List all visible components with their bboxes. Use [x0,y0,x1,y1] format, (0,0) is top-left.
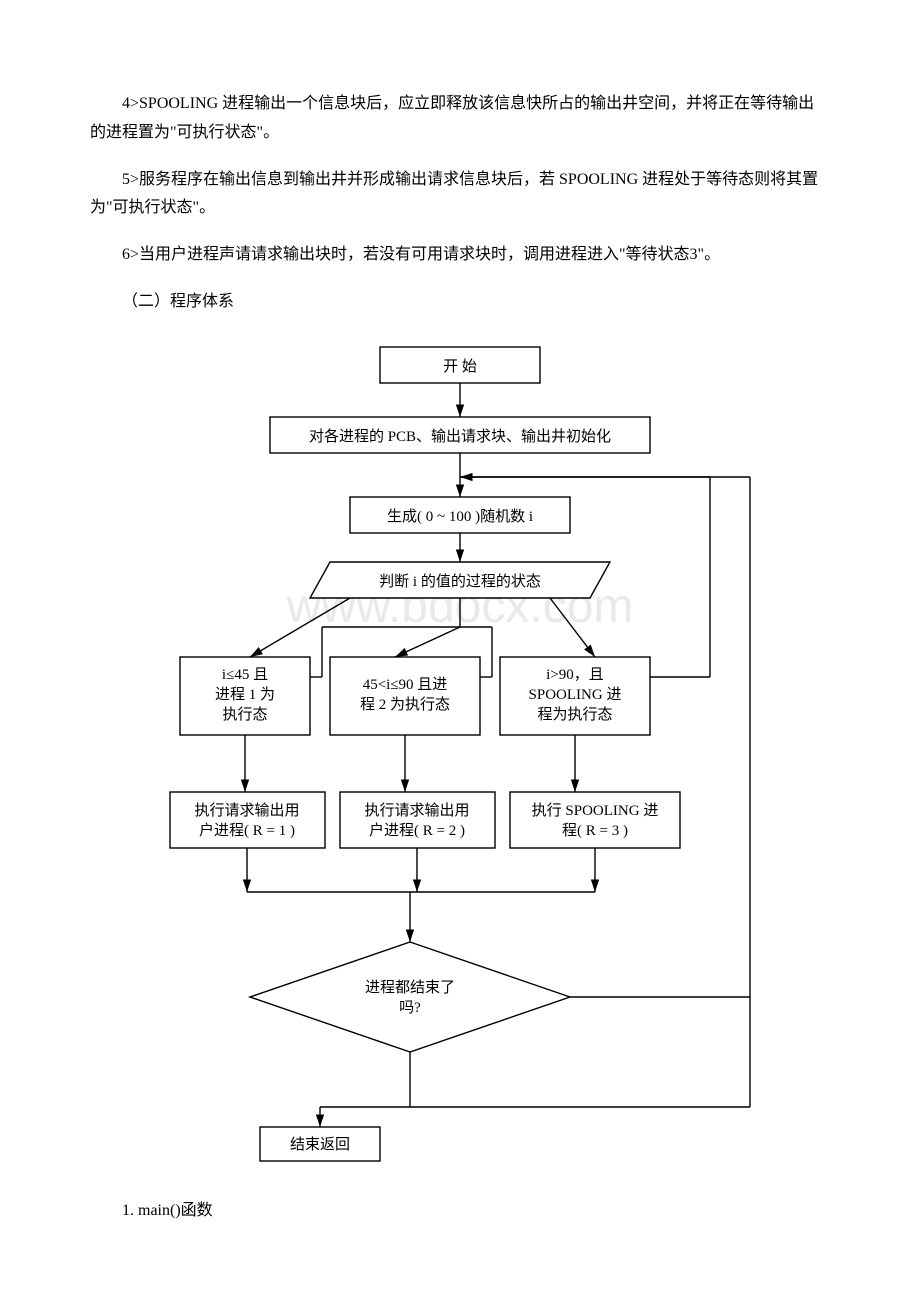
node-exec2-l2: 户进程( R = 2 ) [369,822,465,839]
node-init: 对各进程的 PCB、输出请求块、输出井初始化 [309,428,611,445]
footer-text: 1. main()函数 [90,1197,830,1226]
section-heading: （二）程序体系 [90,288,830,317]
node-rand: 生成( 0 ~ 100 )随机数 i [387,508,533,525]
node-exec3-l2: 程( R = 3 ) [562,822,628,839]
paragraph-6: 6>当用户进程声请请求输出块时，若没有可用请求块时，调用进程进入"等待状态3"。 [90,241,830,270]
node-allend-l2: 吗? [399,999,421,1016]
node-cond1-l3: 执行态 [222,706,267,723]
node-cond3-l3: 程为执行态 [537,706,612,723]
node-exec1-l2: 户进程( R = 1 ) [199,822,295,839]
node-allend-l1: 进程都结束了 [365,979,455,996]
paragraph-5: 5>服务程序在输出信息到输出井并形成输出请求信息块后，若 SPOOLING 进程… [90,166,830,224]
node-exec3-l1: 执行 SPOOLING 进 [532,802,659,819]
node-cond2-l1: 45<i≤90 且进 [363,676,448,693]
node-cond3-l1: i>90，且 [546,667,604,683]
node-start: 开 始 [443,358,477,375]
node-cond1-l1: i≤45 且 [222,667,268,683]
flowchart: www.bdocx.com 开 始 对各进程的 PCB、输出请求块、输出井初始化… [150,337,770,1167]
node-exec2-l1: 执行请求输出用 [364,802,469,819]
node-end: 结束返回 [290,1136,350,1153]
node-exec1-l1: 执行请求输出用 [194,802,299,819]
paragraph-4: 4>SPOOLING 进程输出一个信息块后，应立即释放该信息快所占的输出井空间，… [90,90,830,148]
node-judge: 判断 i 的值的过程的状态 [379,573,541,590]
node-cond1-l2: 进程 1 为 [215,686,275,703]
node-cond3-l2: SPOOLING 进 [529,686,622,703]
node-cond2-l2: 程 2 为执行态 [360,696,450,713]
